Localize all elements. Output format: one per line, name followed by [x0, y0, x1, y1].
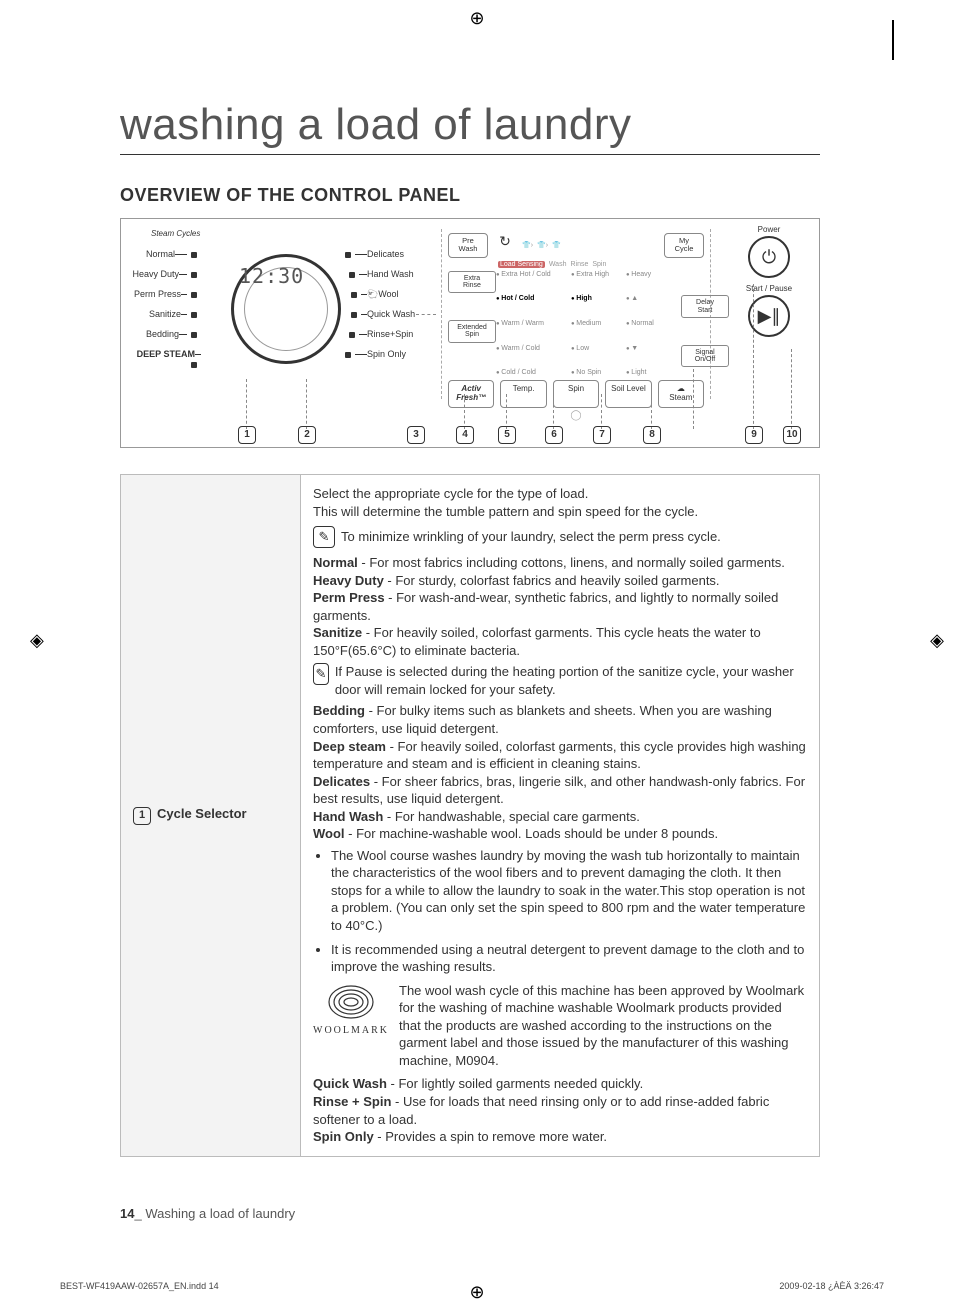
refresh-icon: ↻ — [494, 233, 516, 258]
cycle-wool: Wool — [378, 289, 398, 299]
callout-4: 4 — [456, 426, 474, 444]
page-footer: 14_ Washing a load of laundry — [120, 1206, 295, 1221]
woolmark-text: The wool wash cycle of this machine has … — [399, 982, 807, 1070]
desc-hand: - For handwashable, special care garment… — [383, 809, 640, 824]
note-sanitize: If Pause is selected during the heating … — [335, 663, 807, 698]
time-display: 12:30 — [239, 264, 304, 288]
power-button: ⏻ — [748, 236, 790, 278]
cycle-spin-only: Spin Only — [367, 349, 406, 359]
temp-button: Temp. — [500, 380, 546, 408]
desc-bedding: - For bulky items such as blankets and s… — [313, 703, 772, 736]
options-area: PreWash ↻ 👕›👕›👕 MyCycle Load Sensing Was… — [441, 229, 711, 399]
callout-10: 10 — [783, 426, 801, 444]
row-number: 1 — [133, 807, 151, 825]
cycle-deep-steam: DEEP STEAM — [137, 349, 195, 359]
page-title: washing a load of laundry — [120, 100, 820, 155]
cycle-rinse-spin: Rinse+Spin — [367, 329, 413, 339]
desc-spinonly: - Provides a spin to remove more water. — [374, 1129, 607, 1144]
intro-line-1: Select the appropriate cycle for the typ… — [313, 485, 807, 503]
cycle-quick-wash: Quick Wash — [367, 309, 415, 319]
callout-1: 1 — [238, 426, 256, 444]
callout-6: 6 — [545, 426, 563, 444]
control-panel-diagram: Steam Cycles 12:30 Normal Heavy Duty Per… — [120, 218, 820, 448]
label-normal: Normal — [313, 555, 358, 570]
print-date: 2009-02-18 ¿ÀÈÄ 3:26:47 — [779, 1281, 884, 1291]
callout-9: 9 — [745, 426, 763, 444]
label-hand: Hand Wash — [313, 809, 383, 824]
note-perm-press: To minimize wrinkling of your laundry, s… — [341, 528, 721, 546]
crop-mark — [892, 20, 894, 60]
note-icon: ✎ — [313, 526, 335, 548]
callout-3: 3 — [407, 426, 425, 444]
callout-5: 5 — [498, 426, 516, 444]
cycle-bedding: Bedding — [146, 329, 179, 339]
label-sanitize: Sanitize — [313, 625, 362, 640]
registration-mark-left: ◈ — [30, 630, 44, 651]
row-header: 1 Cycle Selector — [121, 475, 301, 1157]
label-wool: Wool — [313, 826, 345, 841]
power-label: Power — [729, 225, 809, 234]
label-spinonly: Spin Only — [313, 1129, 374, 1144]
cycle-perm-press: Perm Press — [134, 289, 181, 299]
label-delicates: Delicates — [313, 774, 370, 789]
row-title: Cycle Selector — [157, 806, 247, 821]
activ-fresh-button: ActivFresh™ — [448, 380, 494, 408]
wool-bullet-2: It is recommended using a neutral deterg… — [331, 941, 807, 976]
start-label: Start / Pause — [729, 284, 809, 293]
footer-text: Washing a load of laundry — [145, 1206, 295, 1221]
woolmark-logo: WOOLMARK — [313, 982, 389, 1038]
progress-labels: Load Sensing Wash Rinse Spin — [498, 261, 704, 268]
label-deep: Deep steam — [313, 739, 386, 754]
label-bedding: Bedding — [313, 703, 365, 718]
woolmark-label: WOOLMARK — [313, 1025, 389, 1036]
start-pause-button: ▶∥ — [748, 295, 790, 337]
section-heading: OVERVIEW OF THE CONTROL PANEL — [120, 185, 820, 206]
note-icon: ✎ — [313, 663, 329, 685]
desc-sanitize: - For heavily soiled, colorfast garments… — [313, 625, 761, 658]
lock-icon: ◯ — [448, 410, 704, 421]
desc-quick: - For lightly soiled garments needed qui… — [387, 1076, 643, 1091]
cycle-sanitize: Sanitize — [149, 309, 181, 319]
steam-cycles-label: Steam Cycles — [151, 229, 200, 238]
my-cycle-button: MyCycle — [664, 233, 704, 258]
print-file: BEST-WF419AAW-02657A_EN.indd 14 — [60, 1281, 219, 1291]
registration-mark-right: ◈ — [930, 630, 944, 651]
desc-deep: - For heavily soiled, colorfast garments… — [313, 739, 806, 772]
intro-line-2: This will determine the tumble pattern a… — [313, 503, 807, 521]
label-quick: Quick Wash — [313, 1076, 387, 1091]
desc-delicates: - For sheer fabrics, bras, lingerie silk… — [313, 774, 805, 807]
cycle-heavy-duty: Heavy Duty — [132, 269, 179, 279]
wool-bullet-1: The Wool course washes laundry by moving… — [331, 847, 807, 935]
spin-button: Spin — [553, 380, 599, 408]
pre-wash-button: PreWash — [448, 233, 488, 258]
cycle-normal: Normal — [146, 249, 175, 259]
label-perm: Perm Press — [313, 590, 385, 605]
callout-2: 2 — [298, 426, 316, 444]
desc-wool: - For machine-washable wool. Loads shoul… — [345, 826, 719, 841]
cycle-hand-wash: Hand Wash — [367, 269, 414, 279]
desc-normal: - For most fabrics including cottons, li… — [358, 555, 785, 570]
label-heavy: Heavy Duty — [313, 573, 384, 588]
options-grid: ExtraRinseExtra Hot / ColdExtra HighHeav… — [448, 271, 704, 377]
page-number: 14 — [120, 1206, 134, 1221]
label-rinse: Rinse + Spin — [313, 1094, 391, 1109]
callout-8: 8 — [643, 426, 661, 444]
soil-button: Soil Level — [605, 380, 651, 408]
registration-mark-top: ⊕ — [469, 8, 484, 29]
callout-7: 7 — [593, 426, 611, 444]
steam-button: ☁Steam — [658, 380, 704, 408]
desc-heavy: - For sturdy, colorfast fabrics and heav… — [384, 573, 720, 588]
cycle-delicates: Delicates — [367, 249, 404, 259]
cycle-description-table: 1 Cycle Selector Select the appropriate c… — [120, 474, 820, 1157]
registration-mark-bottom: ⊕ — [469, 1282, 484, 1303]
row-content: Select the appropriate cycle for the typ… — [301, 475, 820, 1157]
